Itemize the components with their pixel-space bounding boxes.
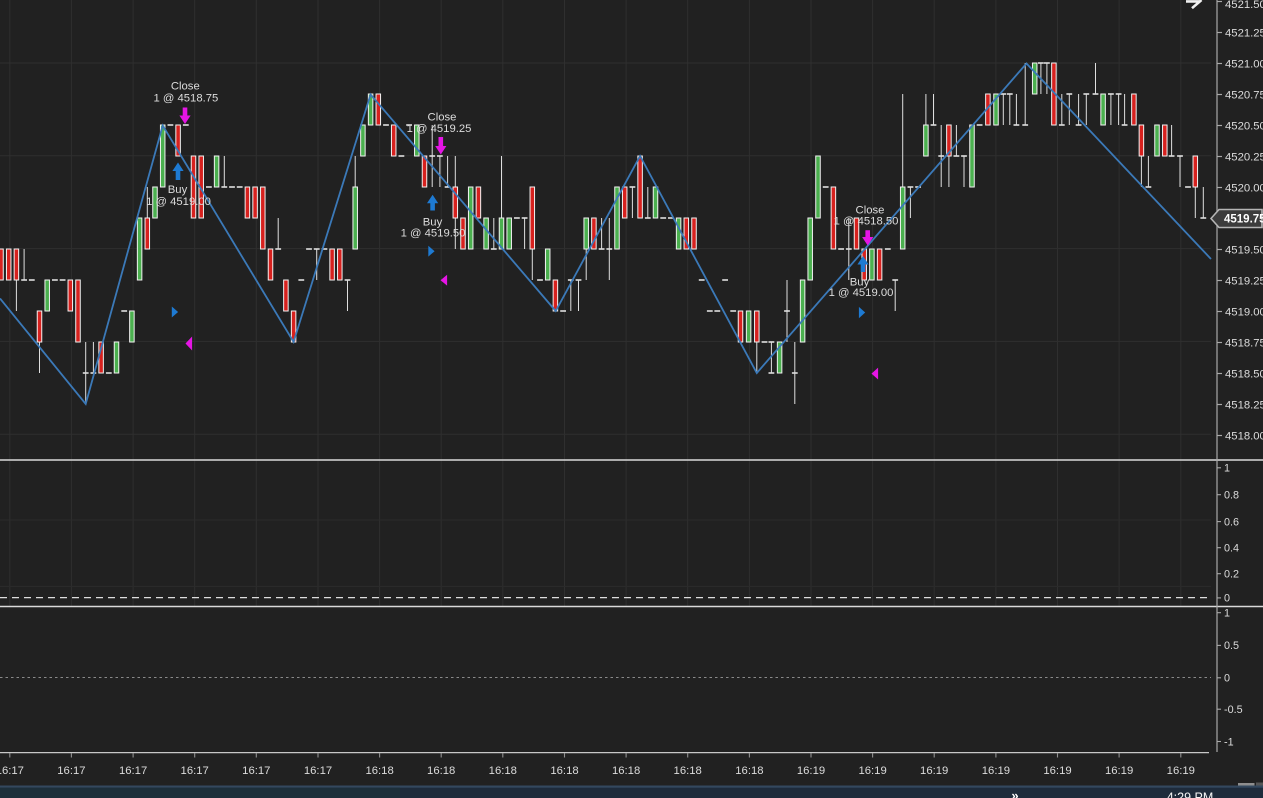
svg-text:0.5: 0.5 — [1224, 640, 1239, 652]
svg-text:1 @ 4519.25: 1 @ 4519.25 — [407, 123, 472, 135]
svg-text:16:18: 16:18 — [365, 765, 393, 777]
svg-text:4519.50: 4519.50 — [1225, 245, 1263, 257]
svg-text:16:19: 16:19 — [1105, 765, 1133, 777]
svg-text:16:18: 16:18 — [612, 765, 640, 777]
svg-text:16:19: 16:19 — [858, 765, 886, 777]
svg-text:4521.25: 4521.25 — [1225, 28, 1263, 40]
svg-text:4520.25: 4520.25 — [1225, 152, 1263, 164]
svg-text:16:17: 16:17 — [304, 765, 332, 777]
svg-text:4521.00: 4521.00 — [1225, 59, 1263, 71]
svg-text:Buy: Buy — [168, 184, 188, 196]
svg-text:-1: -1 — [1224, 736, 1234, 748]
svg-text:Close: Close — [171, 81, 200, 93]
svg-text:16:18: 16:18 — [427, 765, 455, 777]
svg-text:4519.00: 4519.00 — [1225, 307, 1263, 319]
svg-text:4518.75: 4518.75 — [1225, 338, 1263, 350]
svg-text:4518.00: 4518.00 — [1225, 431, 1263, 443]
svg-text:1: 1 — [1224, 463, 1230, 475]
svg-text:4520.00: 4520.00 — [1225, 183, 1263, 195]
svg-text:16:19: 16:19 — [920, 765, 948, 777]
svg-text:16:19: 16:19 — [982, 765, 1010, 777]
svg-text:16:17: 16:17 — [0, 765, 24, 777]
svg-text:Buy: Buy — [850, 277, 870, 289]
svg-text:4520.75: 4520.75 — [1225, 90, 1263, 102]
svg-text:16:18: 16:18 — [489, 765, 517, 777]
svg-text:0.2: 0.2 — [1224, 569, 1239, 581]
svg-text:4520.50: 4520.50 — [1225, 121, 1263, 133]
svg-text:1 @ 4518.50: 1 @ 4518.50 — [834, 216, 899, 228]
svg-text:0: 0 — [1224, 593, 1230, 605]
svg-text:16:19: 16:19 — [1167, 765, 1195, 777]
svg-text:16:18: 16:18 — [674, 765, 702, 777]
svg-text:1 @ 4518.75: 1 @ 4518.75 — [153, 92, 218, 104]
svg-text:0: 0 — [1224, 673, 1230, 685]
svg-text:-0.5: -0.5 — [1224, 704, 1243, 716]
svg-text:16:17: 16:17 — [57, 765, 85, 777]
svg-text:16:18: 16:18 — [550, 765, 578, 777]
svg-text:1 @ 4519.00: 1 @ 4519.00 — [146, 196, 211, 208]
svg-text:Close: Close — [428, 112, 457, 124]
svg-text:16:17: 16:17 — [242, 765, 270, 777]
svg-text:16:19: 16:19 — [1043, 765, 1071, 777]
svg-text:16:17: 16:17 — [181, 765, 209, 777]
svg-text:4518.25: 4518.25 — [1225, 400, 1263, 412]
svg-text:0.4: 0.4 — [1224, 543, 1239, 555]
svg-text:0.6: 0.6 — [1224, 516, 1239, 528]
svg-text:4518.50: 4518.50 — [1225, 369, 1263, 381]
svg-text:16:19: 16:19 — [797, 765, 825, 777]
svg-text:4519.25: 4519.25 — [1225, 276, 1263, 288]
svg-text:1 @ 4519.50: 1 @ 4519.50 — [401, 228, 466, 240]
svg-text:4519.75: 4519.75 — [1224, 214, 1263, 226]
svg-text:1: 1 — [1224, 608, 1230, 620]
svg-text:Buy: Buy — [423, 217, 443, 229]
svg-text:4:29 PM: 4:29 PM — [1167, 791, 1214, 798]
svg-text:16:18: 16:18 — [735, 765, 763, 777]
svg-text:1 @ 4519.00: 1 @ 4519.00 — [829, 287, 894, 299]
svg-text:4521.50: 4521.50 — [1225, 0, 1263, 11]
svg-text:16:17: 16:17 — [119, 765, 147, 777]
svg-text:0.8: 0.8 — [1224, 490, 1239, 502]
svg-text:»: » — [1011, 788, 1018, 798]
svg-text:Close: Close — [856, 205, 885, 217]
